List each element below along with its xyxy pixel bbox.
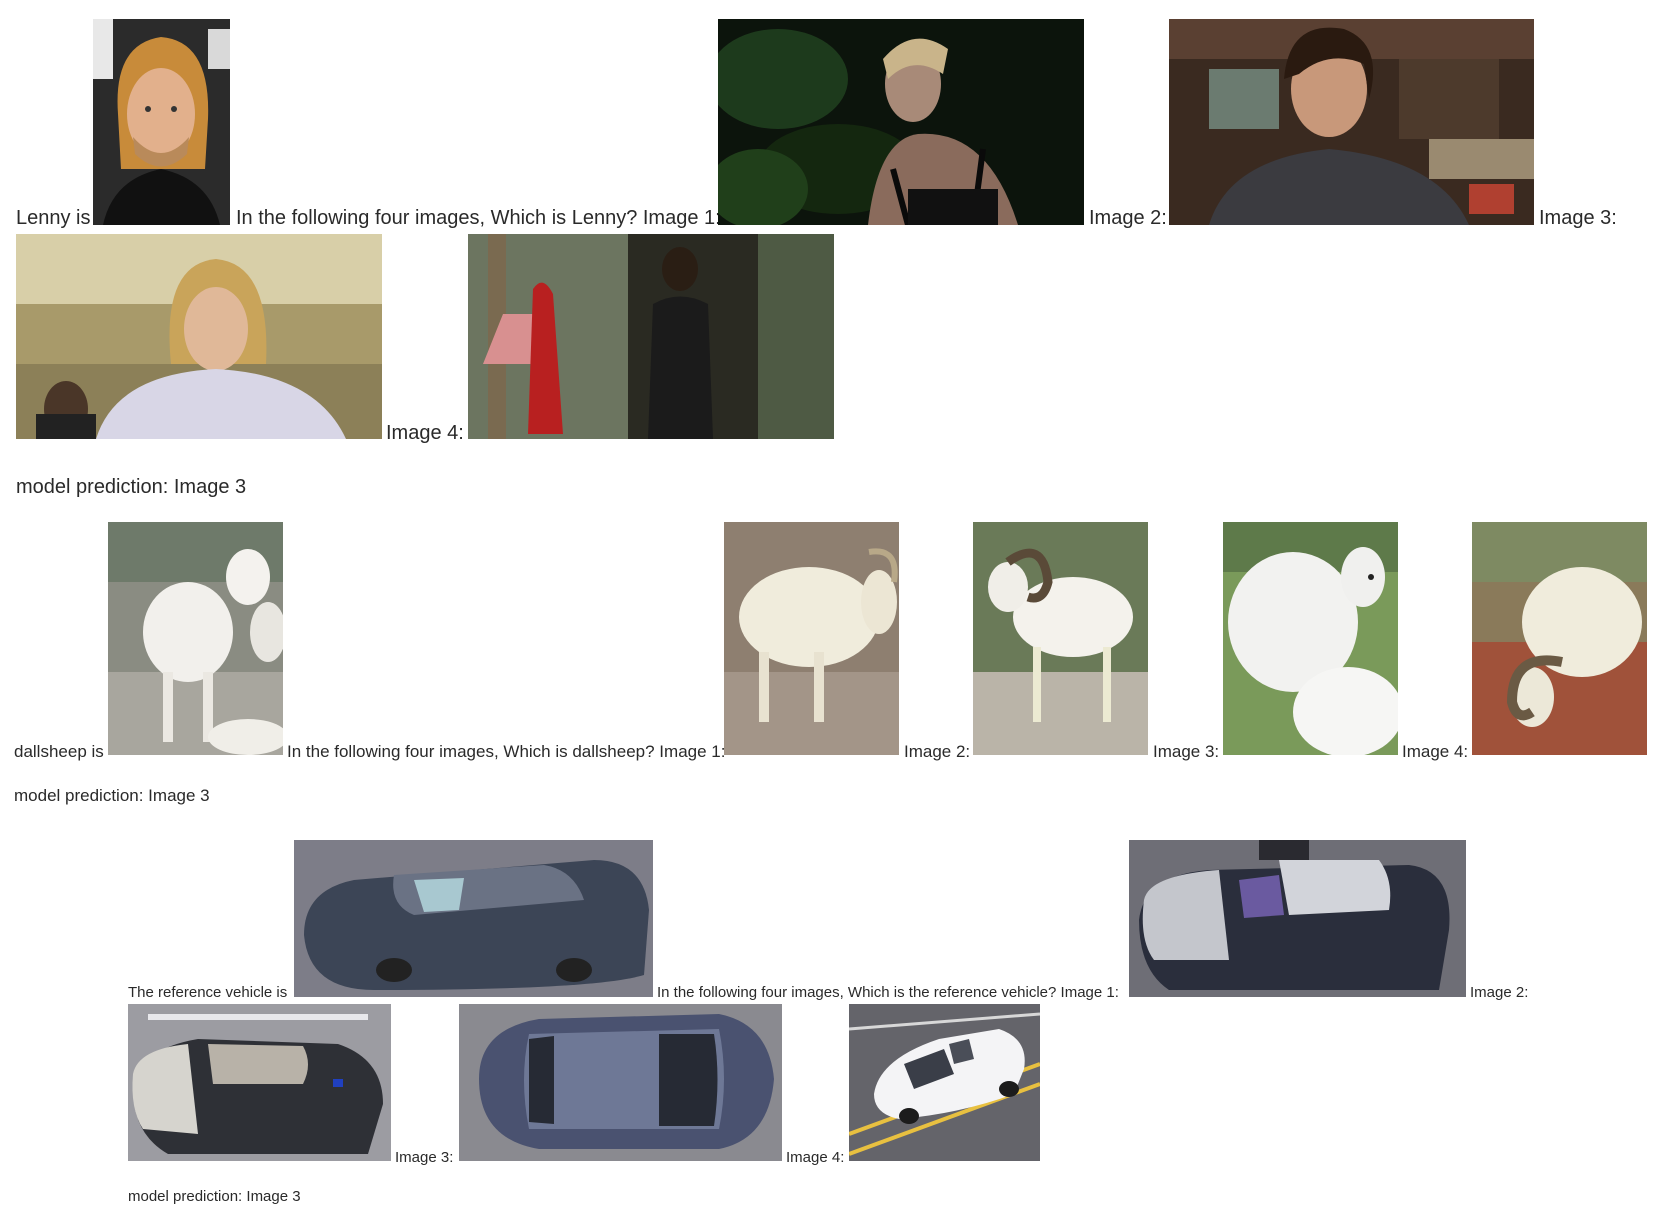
lenny-option-image-3 bbox=[16, 234, 382, 439]
dallsheep-reference-photo bbox=[108, 522, 283, 755]
example1-image4-label: Image 4: bbox=[386, 422, 464, 444]
dallsheep-option-image-2 bbox=[973, 522, 1148, 755]
example1-prediction: model prediction: Image 3 bbox=[16, 476, 247, 498]
lenny-option-image-4 bbox=[468, 234, 834, 439]
example2-intro-text: dallsheep is bbox=[14, 742, 104, 761]
example3-prediction: model prediction: Image 3 bbox=[128, 1188, 301, 1205]
vehicle-option-image-2 bbox=[128, 1004, 391, 1161]
example1-image2-label: Image 2: bbox=[1089, 207, 1167, 229]
lenny-option-image-1 bbox=[718, 19, 1084, 225]
example3-image2-label: Image 2: bbox=[1470, 984, 1529, 1001]
vehicle-reference-photo bbox=[294, 840, 653, 997]
example1-intro-text: Lenny is bbox=[16, 207, 91, 229]
example1-image3-label: Image 3: bbox=[1539, 207, 1617, 229]
example3-image4-label: Image 4: bbox=[786, 1149, 845, 1166]
dallsheep-option-image-1 bbox=[724, 522, 899, 755]
example2-prediction: model prediction: Image 3 bbox=[14, 786, 210, 805]
example1-question-text: In the following four images, Which is L… bbox=[236, 207, 721, 229]
example2-image3-label: Image 3: bbox=[1153, 742, 1220, 761]
vehicle-option-image-3 bbox=[459, 1004, 782, 1161]
dallsheep-option-image-4 bbox=[1472, 522, 1647, 755]
example2-question-text: In the following four images, Which is d… bbox=[287, 742, 726, 761]
example2-image4-label: Image 4: bbox=[1402, 742, 1469, 761]
example3-intro-text: The reference vehicle is bbox=[128, 984, 288, 1001]
lenny-option-image-2 bbox=[1169, 19, 1534, 225]
vehicle-option-image-1 bbox=[1129, 840, 1466, 997]
example3-question-text: In the following four images, Which is t… bbox=[657, 984, 1119, 1001]
vehicle-option-image-4 bbox=[849, 1004, 1040, 1161]
example2-image2-label: Image 2: bbox=[904, 742, 971, 761]
lenny-reference-photo bbox=[93, 19, 230, 225]
example3-image3-label: Image 3: bbox=[395, 1149, 454, 1166]
dallsheep-option-image-3 bbox=[1223, 522, 1398, 755]
